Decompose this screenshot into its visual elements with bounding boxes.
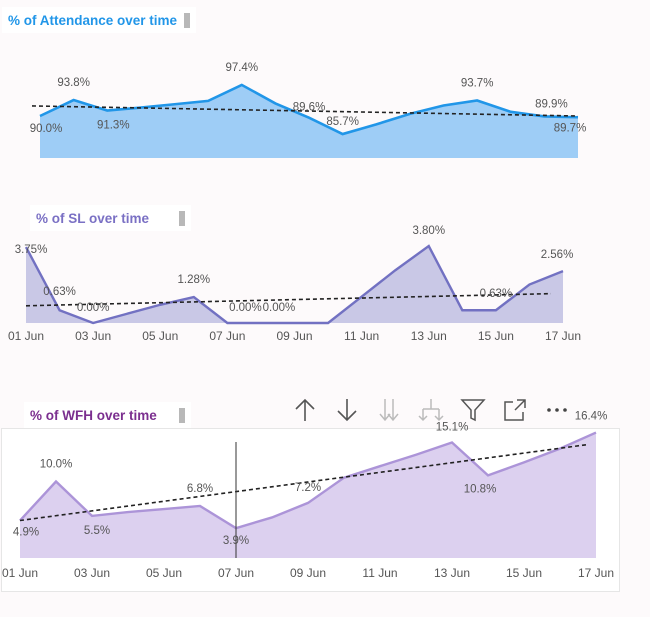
wfh-chart-title-box: % of WFH over time — [24, 402, 191, 428]
data-label: 97.4% — [225, 62, 258, 74]
drag-handle-icon[interactable] — [178, 407, 185, 423]
data-label: 3.75% — [15, 244, 48, 256]
visual-header-toolbar — [284, 392, 578, 428]
series-area — [20, 432, 596, 558]
series-area — [26, 246, 563, 323]
data-label: 7.2% — [295, 482, 321, 494]
x-tick-label: 03 Jun — [75, 329, 111, 343]
attendance-chart-title: % of Attendance over time — [8, 12, 178, 28]
series-area — [40, 84, 578, 158]
x-tick-label: 11 Jun — [344, 329, 379, 343]
filter-icon — [460, 399, 486, 422]
x-tick-label: 07 Jun — [209, 329, 245, 343]
data-label: 10.0% — [40, 459, 73, 471]
expand-hierarchy-icon — [418, 399, 444, 422]
x-tick-label: 15 Jun — [506, 566, 542, 580]
expand-hierarchy-button[interactable] — [410, 392, 452, 428]
data-label: 0.00% — [77, 302, 110, 314]
data-label: 10.8% — [464, 483, 497, 495]
series-line — [39, 83, 579, 136]
data-label: 6.8% — [187, 483, 213, 495]
x-tick-label: 05 Jun — [146, 566, 182, 580]
series-line — [19, 431, 597, 530]
data-label: 4.9% — [13, 527, 39, 539]
data-label: 93.8% — [57, 77, 90, 89]
trend-line — [31, 105, 579, 117]
data-label: 15.1% — [436, 421, 469, 433]
data-label: 0.00% — [263, 302, 296, 314]
data-label: 0.63% — [43, 286, 76, 298]
data-label: 89.6% — [293, 102, 326, 114]
x-tick-label: 17 Jun — [578, 566, 614, 580]
data-label: 2.56% — [541, 249, 574, 261]
x-tick-label: 05 Jun — [142, 329, 178, 343]
focus-mode-button[interactable] — [494, 392, 536, 428]
data-label: 0.00% — [229, 302, 262, 314]
sl-chart-title: % of SL over time — [36, 210, 150, 226]
data-label: 0.63% — [480, 288, 513, 300]
x-tick-label: 09 Jun — [276, 329, 312, 343]
data-label: 89.9% — [535, 98, 568, 110]
more-options-icon — [547, 408, 567, 412]
x-tick-label: 13 Jun — [411, 329, 447, 343]
x-tick-label: 03 Jun — [74, 566, 110, 580]
data-label: 5.5% — [84, 525, 110, 537]
series-line — [24, 244, 564, 325]
x-tick-label: 11 Jun — [362, 566, 397, 580]
more-options-button[interactable] — [536, 392, 578, 428]
focus-mode-icon — [504, 399, 526, 421]
x-tick-label: 09 Jun — [290, 566, 326, 580]
x-tick-label: 01 Jun — [2, 566, 38, 580]
arrow-down-icon — [337, 399, 357, 422]
next-level-button[interactable] — [368, 392, 410, 428]
drag-handle-icon[interactable] — [179, 210, 186, 226]
drag-handle-icon[interactable] — [184, 12, 191, 28]
sl-chart-title-box: % of SL over time — [30, 205, 192, 231]
data-label: 1.28% — [178, 274, 211, 286]
x-tick-label: 17 Jun — [545, 329, 581, 343]
x-tick-label: 07 Jun — [218, 566, 254, 580]
data-label: 93.7% — [461, 77, 494, 89]
drill-down-button[interactable] — [326, 392, 368, 428]
drill-up-button[interactable] — [284, 392, 326, 428]
wfh-chart-title: % of WFH over time — [30, 407, 157, 423]
arrow-up-icon — [295, 398, 315, 421]
data-label: 91.3% — [97, 120, 130, 132]
data-label: 3.9% — [223, 535, 249, 547]
trend-line — [25, 292, 552, 307]
data-label: 85.7% — [326, 116, 359, 128]
x-tick-label: 15 Jun — [478, 329, 514, 343]
data-label: 90.0% — [30, 123, 63, 135]
x-tick-label: 01 Jun — [8, 329, 44, 343]
data-label: 3.80% — [412, 225, 445, 237]
data-label: 89.7% — [554, 122, 587, 134]
attendance-chart-title-box: % of Attendance over time — [2, 7, 197, 33]
filter-button[interactable] — [452, 392, 494, 428]
x-tick-label: 13 Jun — [434, 566, 470, 580]
double-arrow-down-icon — [379, 399, 399, 422]
data-label: 16.4% — [575, 411, 608, 423]
